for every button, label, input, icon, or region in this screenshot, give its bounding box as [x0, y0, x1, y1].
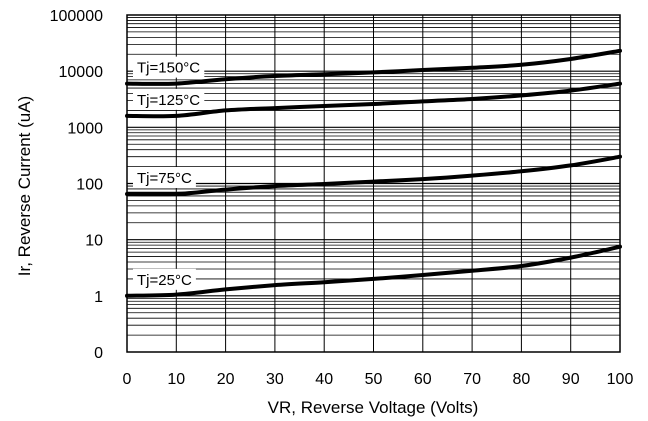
- y-tick-label: 0: [94, 345, 103, 362]
- series-line: [125, 244, 622, 298]
- y-tick-label: 1: [94, 289, 103, 306]
- x-tick-label: 40: [315, 371, 333, 388]
- x-tick-label: 80: [513, 371, 531, 388]
- series-label: Tj=25°C: [137, 272, 192, 289]
- y-tick-label: 10: [85, 233, 103, 250]
- series-lines: [125, 48, 622, 298]
- series-label-background: [133, 56, 205, 78]
- x-tick-label: 100: [607, 371, 634, 388]
- y-tick-labels: 0 1 10 100 1000 10000 100000: [50, 8, 103, 362]
- series-label: Tj=125°C: [137, 92, 200, 109]
- y-tick-label: 100: [76, 177, 103, 194]
- y-axis-label: Ir, Reverse Current (uA): [15, 96, 34, 276]
- x-tick-label: 70: [463, 371, 481, 388]
- series-line: [125, 81, 622, 119]
- series-label-background: [133, 88, 205, 110]
- x-tick-label: 90: [562, 371, 580, 388]
- series-labels: Tj=150°C Tj=125°C Tj=75°C Tj=25°C: [133, 56, 205, 290]
- y-tick-label: 100000: [50, 8, 103, 25]
- series-line: [125, 154, 622, 197]
- x-tick-label: 50: [365, 371, 383, 388]
- series-label: Tj=150°C: [137, 60, 200, 77]
- x-tick-label: 20: [217, 371, 235, 388]
- x-tick-label: 10: [167, 371, 185, 388]
- plot-frame: [126, 14, 621, 353]
- series-label-background: [133, 167, 196, 189]
- x-tick-label: 60: [414, 371, 432, 388]
- series-line: [125, 48, 622, 86]
- series-label-background: [133, 268, 196, 290]
- x-tick-label: 30: [266, 371, 284, 388]
- x-tick-label: 0: [123, 371, 132, 388]
- x-axis-label: VR, Reverse Voltage (Volts): [268, 398, 479, 417]
- series-label: Tj=75°C: [137, 170, 192, 187]
- y-tick-label: 10000: [59, 64, 104, 81]
- y-tick-label: 1000: [67, 120, 103, 137]
- x-tick-labels: 0 10 20 30 40 50 60 70 80 90 100: [123, 371, 634, 388]
